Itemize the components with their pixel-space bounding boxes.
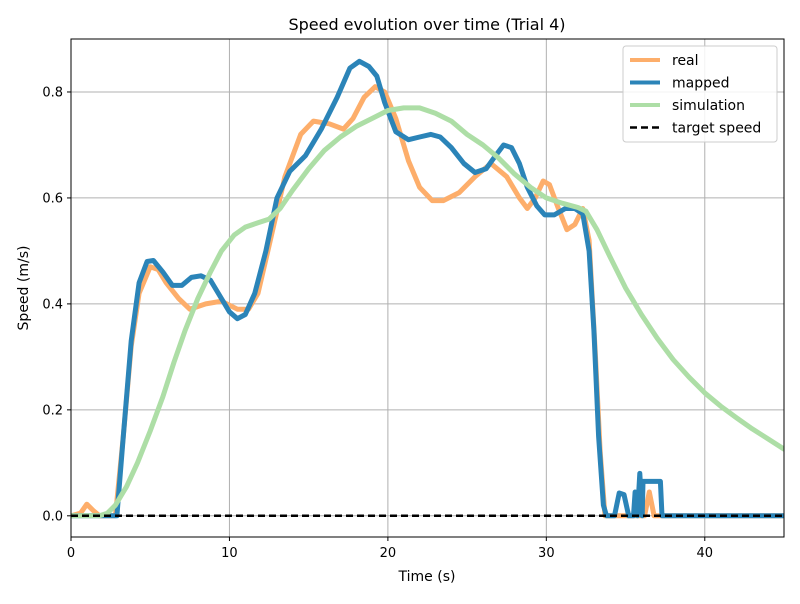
legend-label: target speed [672, 121, 761, 137]
legend-label: mapped [672, 76, 730, 92]
series-lines [71, 58, 784, 519]
legend-box [622, 45, 778, 143]
legend-label: real [672, 53, 699, 69]
x-tick-label: 30 [538, 546, 555, 561]
plot-frame [70, 38, 785, 538]
x-tick-label: 0 [67, 546, 75, 561]
axis-ticks: 0 10 20 30 40 0.0 0.2 0.4 0.6 0.8 [42, 85, 713, 561]
y-tick-label: 0.2 [42, 403, 63, 418]
y-axis-label: Speed (m/s) [16, 246, 32, 331]
legend-label: simulation [672, 98, 745, 114]
series-line-simulation [71, 105, 784, 519]
y-tick-label: 0.8 [42, 85, 63, 100]
x-tick-label: 40 [697, 546, 714, 561]
y-tick-label: 0.6 [42, 191, 63, 206]
y-tick-label: 0.0 [42, 509, 63, 524]
x-axis-label: Time (s) [398, 569, 456, 585]
x-tick-label: 20 [380, 546, 397, 561]
series-line-mapped [71, 58, 784, 519]
legend: real mapped simulation target speed [622, 45, 778, 143]
series-line-real [71, 84, 784, 519]
y-tick-label: 0.4 [42, 297, 63, 312]
chart-title: Speed evolution over time (Trial 4) [288, 15, 565, 34]
x-tick-label: 10 [221, 546, 238, 561]
